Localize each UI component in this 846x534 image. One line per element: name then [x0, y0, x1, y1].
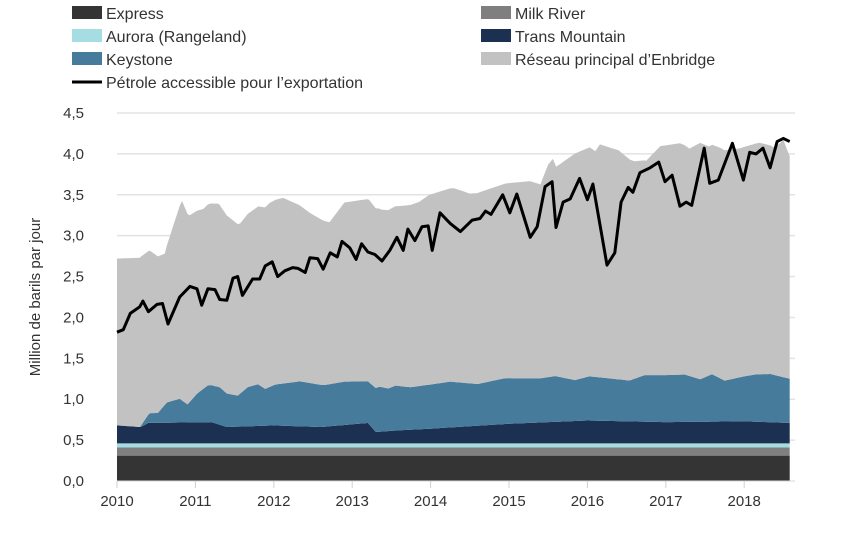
- x-tick-label: 2010: [100, 493, 133, 510]
- area-aurora-rangeland-: [117, 443, 790, 448]
- legend: Express Milk River Aurora (Rangeland) Trans…: [72, 6, 715, 92]
- area-keystone: [117, 374, 790, 432]
- y-tick-label: 2,0: [63, 309, 84, 326]
- x-tick-label: 2012: [257, 493, 290, 510]
- legend-swatch: [72, 6, 102, 19]
- y-axis: 0,0 0,5 1,0 1,5 2,0 2,5 3,0 3,5 4,0 4,5: [63, 105, 84, 490]
- y-tick-label: 4,0: [63, 146, 84, 163]
- x-tick-label: 2013: [336, 493, 369, 510]
- x-tick-label: 2017: [649, 493, 682, 510]
- legend-label: Keystone: [106, 52, 173, 69]
- x-tick-label: 2014: [414, 493, 447, 510]
- area-trans-mountain: [117, 420, 790, 444]
- legend-swatch: [481, 6, 511, 19]
- y-tick-label: 1,0: [63, 391, 84, 408]
- y-tick-label: 3,5: [63, 187, 84, 204]
- y-tick-label: 0,0: [63, 473, 84, 490]
- x-tick-label: 2018: [728, 493, 761, 510]
- export-line: [116, 136, 791, 334]
- y-tick-label: 2,5: [63, 269, 84, 286]
- area-r-seau-principal-d-enbridge: [117, 140, 790, 427]
- legend-label: Express: [106, 6, 164, 23]
- area-milk-river: [117, 447, 790, 456]
- legend-swatch: [481, 29, 511, 42]
- export-line-layer: [116, 136, 791, 334]
- y-tick-label: 0,5: [63, 432, 84, 449]
- legend-swatch: [72, 52, 102, 65]
- x-tick-label: 2016: [571, 493, 604, 510]
- y-axis-label: Million de barils par jour: [27, 218, 44, 376]
- legend-label: Trans Mountain: [515, 29, 626, 46]
- x-axis: 2010 2011 2012 2013 2014 2015 2016 2017 2018: [100, 480, 795, 510]
- legend-swatch: [481, 52, 511, 65]
- y-tick-label: 3,0: [63, 228, 84, 245]
- legend-label: Aurora (Rangeland): [106, 29, 247, 46]
- x-tick-label: 2015: [492, 493, 525, 510]
- x-tick-label: 2011: [179, 493, 211, 510]
- legend-label: Réseau principal d’Enbridge: [515, 52, 715, 69]
- legend-label: Pétrole accessible pour l’exportation: [106, 75, 363, 92]
- legend-swatch: [72, 29, 102, 42]
- legend-label: Milk River: [515, 6, 586, 23]
- y-tick-label: 4,5: [63, 105, 84, 122]
- stacked-areas: [117, 140, 790, 481]
- y-tick-label: 1,5: [63, 350, 84, 367]
- area-express: [117, 455, 790, 481]
